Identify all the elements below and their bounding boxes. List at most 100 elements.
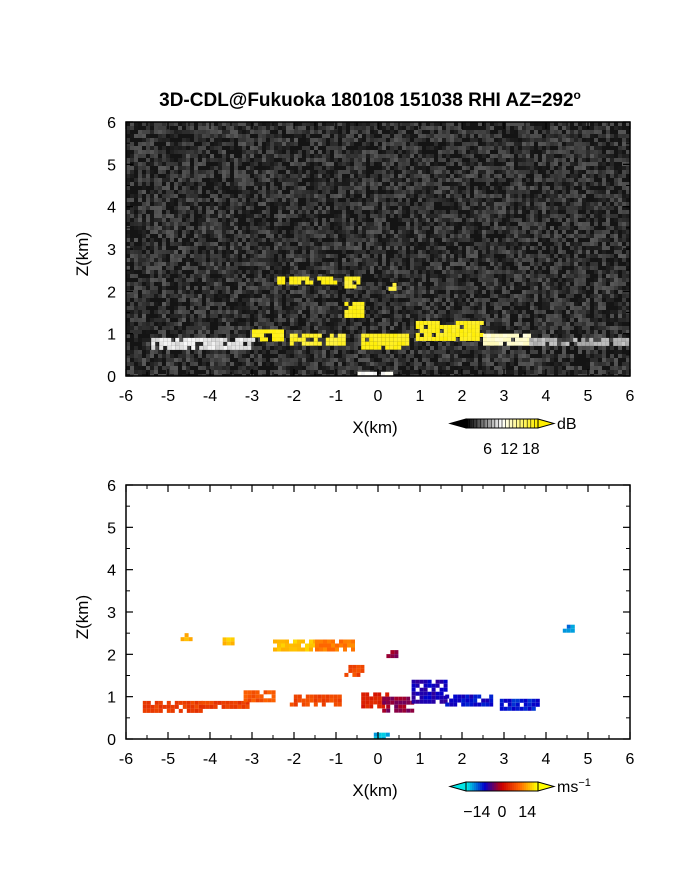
noise-cell	[446, 202, 450, 206]
noise-cell	[462, 314, 466, 318]
noise-cell	[222, 222, 226, 226]
noise-cell	[326, 130, 330, 134]
noise-cell	[370, 270, 374, 274]
noise-cell	[546, 286, 550, 290]
noise-cell	[350, 302, 354, 306]
noise-cell	[474, 302, 478, 306]
noise-cell	[146, 326, 150, 330]
noise-cell	[494, 270, 498, 274]
noise-cell	[470, 262, 474, 266]
noise-cell	[550, 322, 554, 326]
noise-cell	[510, 226, 514, 230]
noise-cell	[162, 330, 166, 334]
noise-cell	[354, 266, 358, 270]
noise-cell	[238, 170, 242, 174]
noise-cell	[338, 174, 342, 178]
noise-cell	[498, 214, 502, 218]
noise-cell	[390, 178, 394, 182]
noise-cell	[206, 286, 210, 290]
noise-cell	[146, 170, 150, 174]
noise-cell	[354, 246, 358, 250]
noise-cell	[330, 318, 334, 322]
noise-cell	[550, 202, 554, 206]
noise-cell	[270, 178, 274, 182]
noise-cell	[462, 310, 466, 314]
noise-cell	[434, 190, 438, 194]
noise-cell	[358, 158, 362, 162]
noise-cell	[518, 230, 522, 234]
noise-cell	[130, 174, 134, 178]
noise-cell	[554, 174, 558, 178]
noise-cell	[138, 174, 142, 178]
noise-cell	[526, 146, 530, 150]
noise-cell	[306, 226, 310, 230]
noise-cell	[462, 234, 466, 238]
noise-cell	[470, 230, 474, 234]
noise-cell	[138, 182, 142, 186]
noise-cell	[490, 250, 494, 254]
noise-cell	[198, 146, 202, 150]
noise-cell	[618, 278, 622, 282]
noise-cell	[162, 282, 166, 286]
noise-cell	[258, 254, 262, 258]
noise-cell	[306, 274, 310, 278]
noise-cell	[386, 286, 390, 290]
noise-cell	[310, 242, 314, 246]
noise-cell	[206, 254, 210, 258]
noise-cell	[142, 166, 146, 170]
noise-cell	[322, 286, 326, 290]
noise-cell	[230, 274, 234, 278]
noise-cell	[298, 294, 302, 298]
noise-cell	[426, 266, 430, 270]
noise-cell	[522, 258, 526, 262]
noise-cell	[438, 130, 442, 134]
noise-cell	[226, 162, 230, 166]
noise-cell	[186, 226, 190, 230]
noise-cell	[510, 238, 514, 242]
noise-cell	[366, 122, 370, 126]
noise-cell	[610, 226, 614, 230]
noise-cell	[430, 154, 434, 158]
noise-cell	[194, 318, 198, 322]
noise-cell	[182, 314, 186, 318]
noise-cell	[462, 258, 466, 262]
noise-cell	[158, 122, 162, 126]
noise-cell	[498, 326, 502, 330]
noise-cell	[218, 262, 222, 266]
noise-cell	[458, 162, 462, 166]
noise-cell	[202, 242, 206, 246]
noise-cell	[274, 298, 278, 302]
noise-cell	[474, 210, 478, 214]
noise-cell	[218, 134, 222, 138]
noise-cell	[126, 174, 130, 178]
noise-cell	[314, 222, 318, 226]
noise-cell	[546, 326, 550, 330]
noise-cell	[462, 270, 466, 274]
noise-cell	[278, 302, 282, 306]
noise-cell	[410, 314, 414, 318]
noise-cell	[598, 246, 602, 250]
noise-cell	[554, 286, 558, 290]
noise-cell	[586, 246, 590, 250]
noise-cell	[130, 282, 134, 286]
noise-cell	[218, 254, 222, 258]
noise-cell	[206, 134, 210, 138]
noise-cell	[490, 242, 494, 246]
noise-cell	[194, 154, 198, 158]
noise-cell	[550, 214, 554, 218]
noise-cell	[454, 294, 458, 298]
noise-cell	[262, 322, 266, 326]
noise-cell	[302, 282, 306, 286]
noise-cell	[342, 294, 346, 298]
noise-cell	[542, 226, 546, 230]
noise-cell	[242, 230, 246, 234]
noise-cell	[562, 206, 566, 210]
noise-cell	[294, 206, 298, 210]
noise-cell	[174, 186, 178, 190]
noise-cell	[594, 234, 598, 238]
noise-cell	[234, 218, 238, 222]
noise-cell	[506, 234, 510, 238]
noise-cell	[406, 170, 410, 174]
noise-cell	[202, 130, 206, 134]
noise-cell	[458, 138, 462, 142]
